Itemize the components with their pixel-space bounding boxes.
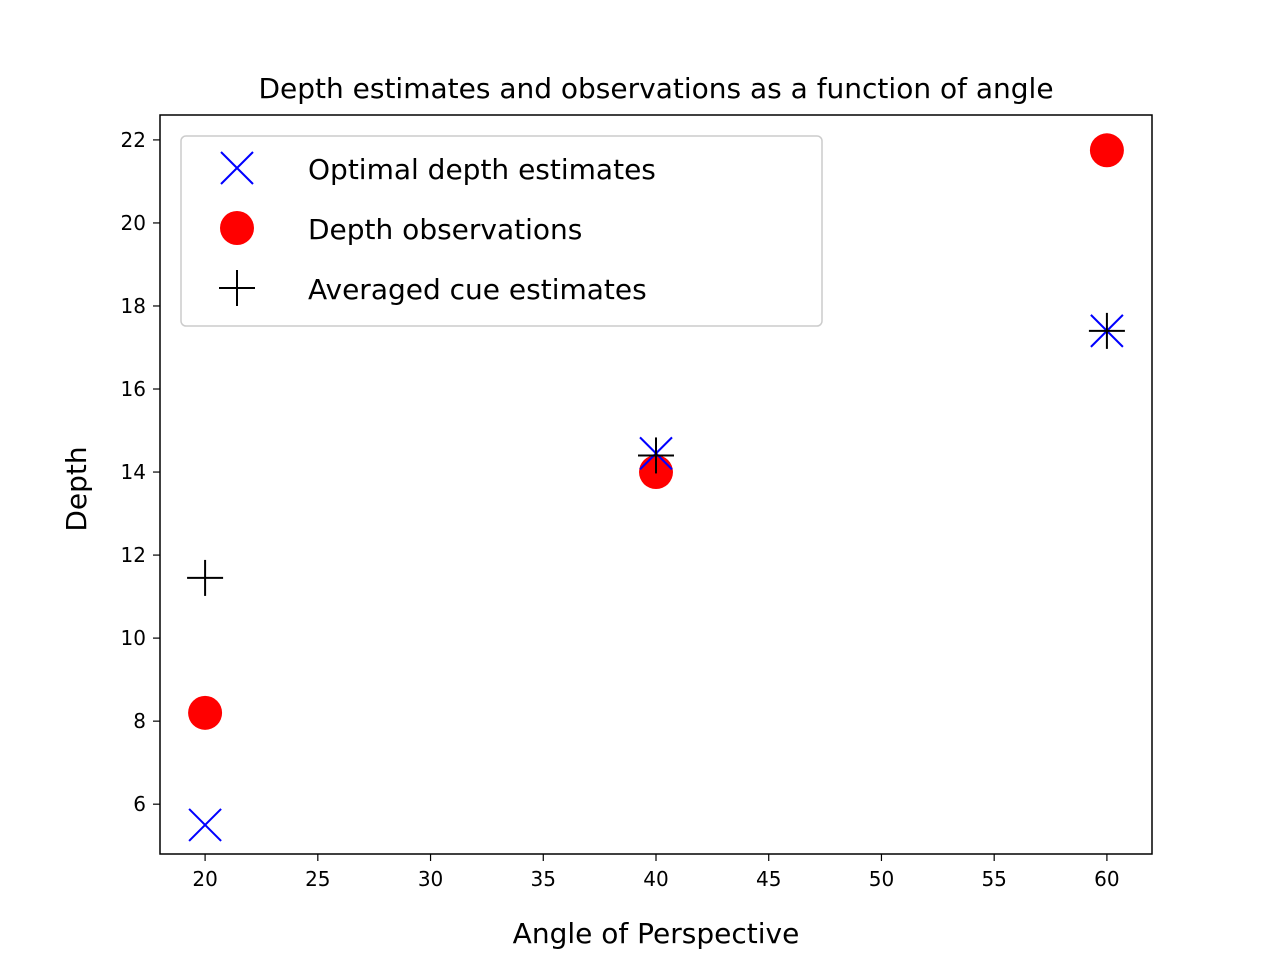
depth-observation-point xyxy=(1089,133,1124,168)
x-tick-label: 25 xyxy=(305,867,330,891)
x-tick-label: 50 xyxy=(869,867,894,891)
chart-title: Depth estimates and observations as a fu… xyxy=(258,72,1053,105)
x-tick-label: 20 xyxy=(192,867,217,891)
data-markers xyxy=(187,133,1125,842)
y-tick-label: 14 xyxy=(121,460,146,484)
legend-depth-observations-label: Depth observations xyxy=(308,213,582,246)
optimal-estimate-point-stroke xyxy=(188,808,222,842)
x-axis-ticks: 20 25 30 35 40 45 50 55 60 xyxy=(192,854,1120,891)
y-tick-label: 22 xyxy=(121,128,146,152)
legend-depth-observations-marker xyxy=(220,211,254,245)
depth-observation-point-shape xyxy=(188,695,223,730)
axes-frame xyxy=(159,114,1153,855)
y-tick-label: 10 xyxy=(121,626,146,650)
x-tick-label: 35 xyxy=(531,867,556,891)
x-tick-label: 40 xyxy=(643,867,668,891)
y-axis-ticks: 6 8 10 12 14 16 18 20 22 xyxy=(121,128,160,816)
averaged-cue-point xyxy=(638,437,674,474)
x-tick-label: 45 xyxy=(756,867,781,891)
depth-observation-point-shape xyxy=(1089,133,1124,168)
legend-depth-observations-marker-shape xyxy=(220,211,254,245)
legend-optimal-estimates: Optimal depth estimates xyxy=(220,151,656,186)
legend-optimal-estimates-label: Optimal depth estimates xyxy=(308,153,656,186)
y-tick-label: 12 xyxy=(121,543,146,567)
depth-observation-point xyxy=(188,695,223,730)
y-tick-label: 20 xyxy=(121,211,146,235)
legend-optimal-estimates-marker xyxy=(220,151,254,185)
x-axis-label: Angle of Perspective xyxy=(513,917,800,950)
averaged-cue-point xyxy=(187,559,224,596)
legend: Optimal depth estimates Depth observation… xyxy=(180,135,823,327)
y-tick-label: 16 xyxy=(121,377,146,401)
legend-optimal-estimates-marker-stroke xyxy=(220,151,254,185)
legend-averaged-cue-marker xyxy=(219,270,255,306)
legend-box xyxy=(180,135,823,327)
legend-averaged-cue: Averaged cue estimates xyxy=(219,270,647,306)
x-tick-label: 55 xyxy=(981,867,1006,891)
legend-depth-observations: Depth observations xyxy=(220,211,582,246)
legend-averaged-cue-label: Averaged cue estimates xyxy=(308,273,647,306)
x-tick-label: 60 xyxy=(1094,867,1119,891)
averaged-cue-point xyxy=(1088,312,1125,349)
y-tick-label: 8 xyxy=(133,709,146,733)
y-tick-label: 18 xyxy=(121,294,146,318)
optimal-estimate-point xyxy=(188,808,222,842)
x-tick-label: 30 xyxy=(418,867,443,891)
y-axis-label: Depth xyxy=(60,446,93,531)
y-tick-label: 6 xyxy=(133,792,146,816)
